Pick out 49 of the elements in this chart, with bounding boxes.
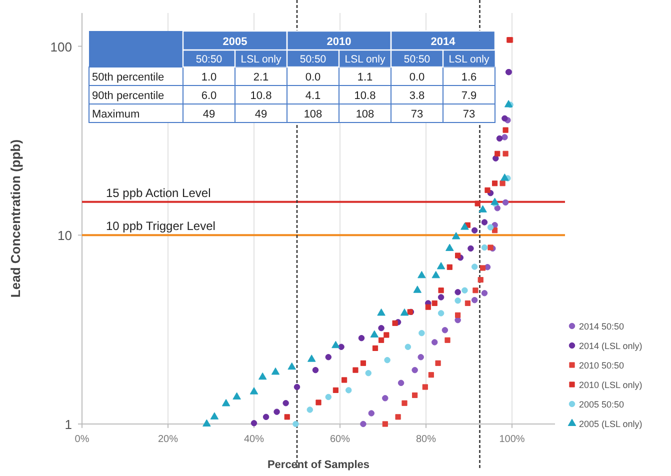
annotation: 50:50 [300, 54, 326, 66]
legend-label: 2005 50:50 [579, 400, 624, 410]
x-tick-label: 100% [499, 434, 525, 445]
x-tick-label: 60% [330, 434, 350, 445]
annotation: 50:50 [404, 54, 430, 66]
annotation: 50:50 [196, 54, 222, 66]
annotation: Maximum [92, 108, 140, 120]
annotation: 49 [254, 108, 268, 120]
annotation: 1.1 [357, 72, 373, 84]
annotation: 0.0 [305, 72, 321, 84]
annotation: 2014 [430, 36, 456, 48]
y-tick-label: 1 [64, 417, 72, 432]
legend-label: 2014 (LSL only) [579, 341, 642, 351]
annotation: 6.0 [201, 90, 217, 102]
x-tick-label: 80% [416, 434, 436, 445]
annotation: 4.1 [305, 90, 321, 102]
legend-label: 2010 (LSL only) [579, 380, 642, 390]
annotation: 3.8 [409, 90, 425, 102]
y-tick-label: 10 [58, 228, 72, 244]
annotation: 49 [202, 108, 216, 120]
annotation: LSL only [240, 54, 282, 66]
legend-label: 2010 50:50 [579, 360, 624, 370]
annotation: 50th percentile [92, 72, 164, 84]
annotation: 10.8 [250, 90, 272, 102]
x-tick-label: 40% [244, 434, 264, 445]
x-tick-label: 0% [74, 434, 90, 445]
ref-line-label: 10 ppb Trigger Level [106, 219, 216, 234]
annotation: LSL only [344, 54, 386, 66]
annotation: 2005 [222, 36, 248, 48]
y-axis-title: Lead Concentration (ppb) [8, 139, 23, 298]
annotation: 73 [410, 108, 424, 120]
x-axis-title: Percent of Samples [267, 459, 370, 471]
annotation: 7.9 [461, 90, 477, 102]
annotation: 73 [462, 108, 476, 120]
annotation: 2.1 [253, 72, 269, 84]
annotation: 0.0 [409, 72, 425, 84]
annotation: 108 [304, 108, 322, 120]
legend-label: 2014 50:50 [579, 322, 624, 332]
annotation: 10.8 [354, 90, 376, 102]
annotation: 2010 [326, 36, 352, 48]
annotation: 90th percentile [92, 90, 164, 102]
x-tick-label: 20% [158, 434, 178, 445]
ref-line-label: 15 ppb Action Level [106, 186, 211, 200]
annotation: 108 [356, 108, 374, 120]
y-tick-label: 100 [50, 39, 72, 54]
annotation: LSL only [448, 54, 490, 66]
annotation: 1.6 [461, 72, 477, 84]
annotation: 1.0 [201, 72, 217, 84]
legend-label: 2005 (LSL only) [579, 419, 642, 429]
